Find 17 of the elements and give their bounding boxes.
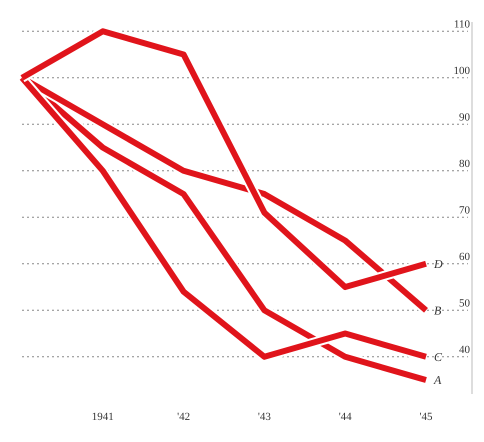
y-tick-label: 110 (454, 18, 470, 30)
y-tick-label: 50 (459, 297, 470, 310)
series-label: D (433, 256, 443, 271)
series-label: A (433, 373, 442, 388)
series-label: C (434, 350, 443, 364)
x-tick-label: '45 (420, 411, 433, 423)
y-tick-label: 100 (454, 64, 470, 77)
y-tick-label: 90 (459, 111, 470, 124)
y-tick-label: 60 (459, 250, 470, 263)
x-tick-label: 1941 (92, 411, 114, 423)
y-tick-label: 40 (459, 344, 470, 356)
x-tick-label: '44 (338, 411, 352, 423)
x-tick-label: '42 (177, 411, 190, 423)
series-label: B (434, 303, 442, 318)
y-tick-label: 70 (459, 204, 470, 216)
y-tick-label: 80 (459, 158, 470, 170)
x-tick-label: '43 (258, 411, 272, 423)
